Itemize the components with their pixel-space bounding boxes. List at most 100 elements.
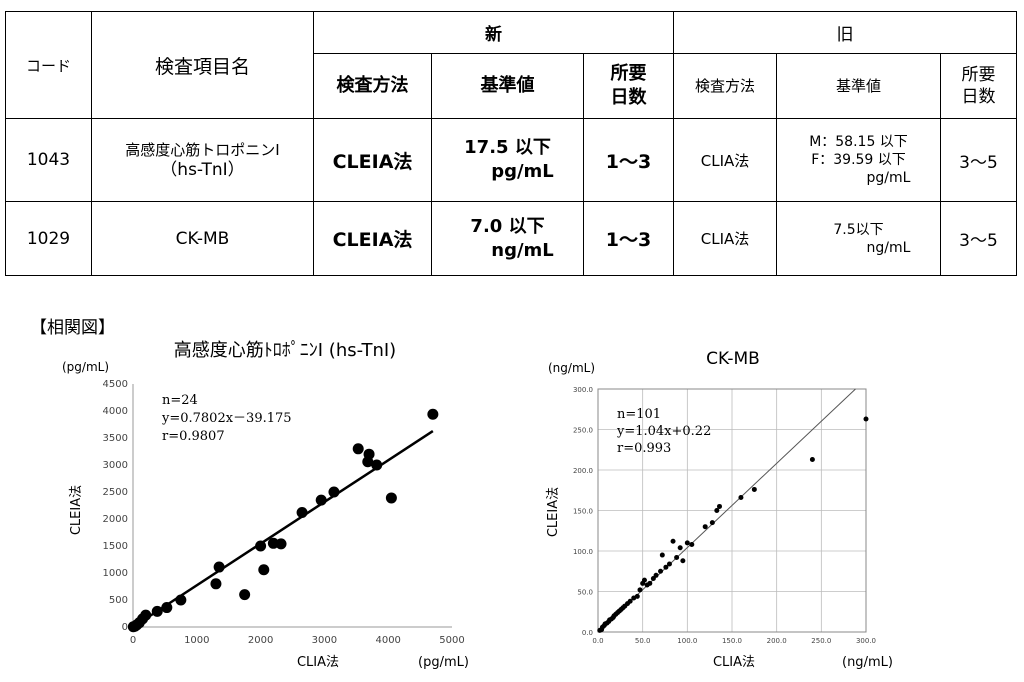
data-point bbox=[328, 486, 340, 498]
x-tick-label: 200.0 bbox=[767, 637, 787, 645]
row-test-name: CK-MB bbox=[91, 201, 314, 276]
x-tick-label: 300.0 bbox=[856, 637, 876, 645]
data-point bbox=[689, 542, 695, 548]
data-point bbox=[658, 568, 664, 574]
y-axis-label: CLEIA法 bbox=[546, 487, 561, 537]
y-tick-label: 500 bbox=[109, 595, 128, 606]
y-tick-label: 0 bbox=[122, 622, 128, 633]
table-row: 1029 CK-MB CLEIA法 7.0 以下 ng/mL 1〜3 CLIA法… bbox=[5, 201, 1017, 276]
row-new-method: CLEIA法 bbox=[313, 118, 432, 202]
data-point bbox=[140, 609, 152, 621]
data-point bbox=[258, 564, 270, 576]
data-point bbox=[363, 448, 375, 460]
y-tick-label: 100.0 bbox=[573, 548, 593, 556]
data-point bbox=[809, 456, 815, 462]
y-tick-label: 2500 bbox=[103, 487, 128, 498]
y-tick-label: 1000 bbox=[103, 568, 128, 579]
row-old-days: 3〜5 bbox=[940, 201, 1017, 276]
x-tick-label: 150.0 bbox=[722, 637, 742, 645]
data-point bbox=[427, 408, 439, 420]
header-test-name: 検査項目名 bbox=[91, 11, 314, 119]
data-point bbox=[315, 494, 327, 506]
x-tick-label: 0 bbox=[130, 635, 136, 646]
data-point bbox=[213, 561, 225, 573]
data-point bbox=[666, 561, 672, 567]
x-tick-label: 5000 bbox=[439, 635, 464, 646]
y-tick-label: 200.0 bbox=[573, 467, 593, 475]
x-unit-label: (ng/mL) bbox=[842, 655, 893, 670]
test-change-table: コード 検査項目名 新 旧 検査方法 基準値 所要 日数 検査方法 基準値 所要… bbox=[5, 11, 1017, 276]
y-tick-label: 4500 bbox=[103, 379, 128, 390]
x-tick-label: 2000 bbox=[248, 635, 273, 646]
regression-line bbox=[132, 430, 434, 629]
x-tick-label: 0.0 bbox=[592, 637, 603, 645]
row-test-name-line2: （hs-TnI） bbox=[160, 160, 245, 180]
data-point bbox=[653, 572, 659, 578]
row-old-days: 3〜5 bbox=[940, 118, 1017, 202]
header-old-group: 旧 bbox=[673, 11, 1017, 54]
y-tick-label: 150.0 bbox=[573, 508, 593, 516]
data-point bbox=[680, 558, 686, 564]
header-old-days: 所要 日数 bbox=[940, 53, 1017, 119]
stats-annotation: r=0.9807 bbox=[162, 429, 225, 444]
table-row: 1043 高感度心筋トロポニンI （hs-TnI） CLEIA法 17.5 以下… bbox=[5, 118, 1017, 202]
data-point bbox=[659, 552, 665, 558]
x-tick-label: 250.0 bbox=[811, 637, 831, 645]
data-point bbox=[385, 492, 397, 504]
data-point bbox=[296, 507, 308, 519]
stats-annotation: r=0.993 bbox=[617, 441, 671, 456]
y-tick-label: 250.0 bbox=[573, 427, 593, 435]
x-unit-label: (pg/mL) bbox=[418, 655, 469, 670]
data-point bbox=[634, 593, 640, 599]
data-point bbox=[663, 564, 669, 570]
header-new-days-line2: 日数 bbox=[610, 87, 647, 108]
data-point bbox=[151, 605, 163, 617]
header-new-days: 所要 日数 bbox=[583, 53, 674, 119]
y-tick-label: 300.0 bbox=[573, 386, 593, 394]
chart-title: CK-MB bbox=[706, 349, 760, 369]
data-point bbox=[702, 524, 708, 530]
data-point bbox=[371, 459, 383, 471]
y-axis-label: CLEIA法 bbox=[69, 485, 84, 535]
data-point bbox=[684, 540, 690, 546]
row-old-reference-line1: M：58.15 以下 bbox=[809, 134, 908, 150]
row-new-reference-line1: 7.0 以下 bbox=[470, 215, 545, 237]
y-tick-label: 2000 bbox=[103, 514, 128, 525]
data-point bbox=[627, 598, 633, 604]
row-old-method: CLIA法 bbox=[673, 118, 777, 202]
y-unit-label: (pg/mL) bbox=[62, 360, 109, 374]
data-point bbox=[175, 594, 187, 606]
row-code: 1029 bbox=[5, 201, 92, 276]
header-old-days-line1: 所要 bbox=[961, 65, 996, 85]
data-point bbox=[670, 538, 676, 544]
stats-annotation: y=1.04x+0.22 bbox=[616, 424, 711, 439]
y-unit-label: (ng/mL) bbox=[548, 361, 595, 375]
row-new-reference-line2: ng/mL bbox=[491, 239, 554, 261]
y-tick-label: 4000 bbox=[103, 406, 128, 417]
data-point bbox=[161, 602, 173, 614]
data-point bbox=[352, 443, 364, 455]
x-tick-label: 3000 bbox=[312, 635, 337, 646]
header-new-days-line1: 所要 bbox=[610, 63, 647, 84]
row-new-days: 1〜3 bbox=[583, 118, 674, 202]
data-point bbox=[714, 508, 720, 513]
header-old-method: 検査方法 bbox=[673, 53, 777, 119]
data-point bbox=[239, 589, 251, 601]
chart-title: 高感度心筋ﾄﾛﾎﾟﾆﾝI (hs-TnI) bbox=[174, 340, 396, 361]
data-point bbox=[677, 545, 683, 551]
row-new-method: CLEIA法 bbox=[313, 201, 432, 276]
data-point bbox=[674, 554, 680, 560]
y-tick-label: 1500 bbox=[103, 541, 128, 552]
x-axis-label: CLIA法 bbox=[713, 655, 755, 670]
row-test-name-line1: 高感度心筋トロポニンI bbox=[125, 141, 280, 159]
x-axis-label: CLIA法 bbox=[297, 655, 339, 670]
row-old-reference-line2: ng/mL bbox=[866, 239, 911, 256]
row-old-reference-line3: pg/mL bbox=[866, 170, 911, 186]
x-tick-label: 4000 bbox=[375, 635, 400, 646]
row-old-reference-line1: 7.5以下 bbox=[833, 221, 884, 238]
x-tick-label: 50.0 bbox=[635, 637, 651, 645]
y-tick-label: 0.0 bbox=[582, 629, 593, 637]
data-point bbox=[716, 503, 722, 509]
data-point bbox=[751, 486, 757, 492]
data-point bbox=[210, 578, 222, 590]
